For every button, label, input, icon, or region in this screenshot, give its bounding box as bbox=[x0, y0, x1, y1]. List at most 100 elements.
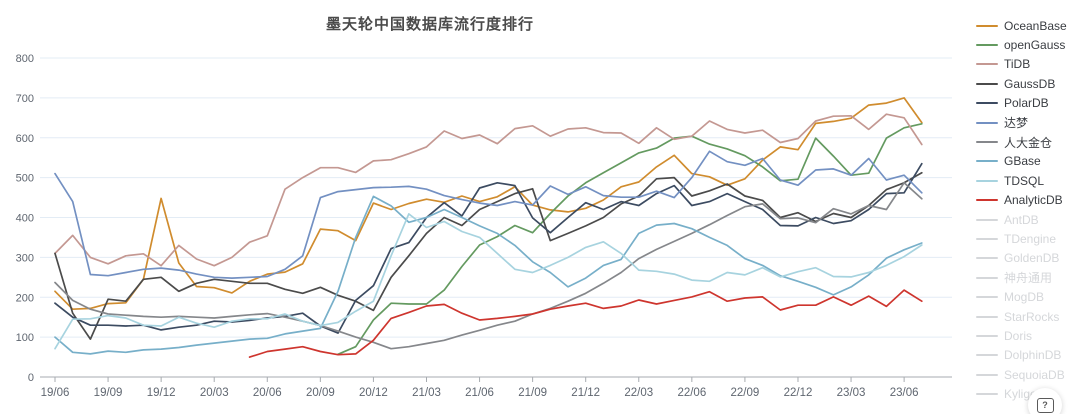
legend-item-StarRocks[interactable]: StarRocks bbox=[976, 307, 1078, 326]
x-tick-label: 23/03 bbox=[837, 387, 866, 399]
legend-label: OceanBase bbox=[1004, 18, 1067, 33]
y-tick-label: 0 bbox=[28, 372, 34, 384]
x-tick-label: 21/06 bbox=[465, 387, 494, 399]
legend-item-AntDB[interactable]: AntDB bbox=[976, 210, 1078, 229]
legend-item-OceanBase[interactable]: OceanBase bbox=[976, 16, 1078, 35]
legend-label: GBase bbox=[1004, 154, 1041, 169]
legend-item-GoldenDB[interactable]: GoldenDB bbox=[976, 249, 1078, 268]
legend-item-TDengine[interactable]: TDengine bbox=[976, 229, 1078, 248]
legend-item-SequoiaDB[interactable]: SequoiaDB bbox=[976, 365, 1078, 384]
legend-item-openGauss[interactable]: openGauss bbox=[976, 35, 1078, 54]
legend-swatch-icon bbox=[976, 218, 998, 221]
x-tick-label: 19/06 bbox=[41, 387, 70, 399]
legend-label: GoldenDB bbox=[1004, 251, 1060, 266]
legend-swatch-icon bbox=[976, 179, 998, 182]
legend-swatch-icon bbox=[976, 24, 998, 27]
legend-item-TiDB[interactable]: TiDB bbox=[976, 55, 1078, 74]
legend-item-Doris[interactable]: Doris bbox=[976, 326, 1078, 345]
x-tick-label: 19/12 bbox=[147, 387, 176, 399]
legend-item-达梦[interactable]: 达梦 bbox=[976, 113, 1078, 132]
legend-swatch-icon bbox=[976, 63, 998, 66]
legend-swatch-icon bbox=[976, 237, 998, 240]
legend-label: GaussDB bbox=[1004, 76, 1056, 91]
legend-swatch-icon bbox=[976, 199, 998, 202]
legend-label: AntDB bbox=[1004, 212, 1039, 227]
legend-item-PolarDB[interactable]: PolarDB bbox=[976, 94, 1078, 113]
legend-swatch-icon bbox=[976, 141, 998, 144]
y-tick-label: 800 bbox=[16, 53, 34, 65]
y-tick-label: 400 bbox=[16, 213, 34, 225]
series-line-TiDB bbox=[54, 113, 923, 267]
legend-swatch-icon bbox=[976, 373, 998, 376]
series-line-GBase bbox=[54, 195, 923, 355]
series-line-达梦 bbox=[54, 150, 923, 279]
legend-label: openGauss bbox=[1004, 38, 1066, 53]
x-tick-label: 22/03 bbox=[624, 387, 653, 399]
legend-item-GaussDB[interactable]: GaussDB bbox=[976, 74, 1078, 93]
legend-item-神舟通用[interactable]: 神舟通用 bbox=[976, 268, 1078, 287]
legend-swatch-icon bbox=[976, 315, 998, 318]
legend-item-Kyligence[interactable]: Kyligence bbox=[976, 384, 1078, 403]
legend-label: DolphinDB bbox=[1004, 348, 1062, 363]
legend-swatch-icon bbox=[976, 82, 998, 85]
x-tick-label: 20/12 bbox=[359, 387, 388, 399]
x-tick-label: 23/06 bbox=[890, 387, 919, 399]
x-tick-label: 19/09 bbox=[94, 387, 123, 399]
x-tick-label: 22/09 bbox=[731, 387, 760, 399]
x-tick-label: 21/12 bbox=[571, 387, 600, 399]
x-tick-label: 22/12 bbox=[784, 387, 813, 399]
legend-item-AnalyticDB[interactable]: AnalyticDB bbox=[976, 191, 1078, 210]
legend-label: AnalyticDB bbox=[1004, 193, 1063, 208]
legend-item-MogDB[interactable]: MogDB bbox=[976, 287, 1078, 306]
legend-swatch-icon bbox=[976, 102, 998, 105]
legend-swatch-icon bbox=[976, 44, 998, 47]
legend-swatch-icon bbox=[976, 121, 998, 124]
legend-label: Doris bbox=[1004, 328, 1033, 343]
legend-label: TDengine bbox=[1004, 231, 1057, 246]
x-tick-label: 21/09 bbox=[518, 387, 547, 399]
legend-label: StarRocks bbox=[1004, 309, 1060, 324]
legend-swatch-icon bbox=[976, 276, 998, 279]
legend-label: 达梦 bbox=[1004, 116, 1029, 131]
y-tick-label: 500 bbox=[16, 173, 34, 185]
legend-item-GBase[interactable]: GBase bbox=[976, 152, 1078, 171]
legend-item-DolphinDB[interactable]: DolphinDB bbox=[976, 346, 1078, 365]
legend-label: 人大金仓 bbox=[1004, 135, 1053, 150]
legend-label: MogDB bbox=[1004, 290, 1045, 305]
x-tick-label: 20/09 bbox=[306, 387, 335, 399]
series-line-TDSQL bbox=[54, 213, 923, 350]
legend-label: TiDB bbox=[1004, 57, 1031, 72]
help-button[interactable]: ? bbox=[1028, 388, 1062, 414]
legend-label: TDSQL bbox=[1004, 173, 1045, 188]
y-tick-label: 100 bbox=[16, 332, 34, 344]
legend-swatch-icon bbox=[976, 257, 998, 260]
x-tick-label: 21/03 bbox=[412, 387, 441, 399]
legend-swatch-icon bbox=[976, 354, 998, 357]
legend-swatch-icon bbox=[976, 296, 998, 299]
legend-label: 神舟通用 bbox=[1004, 271, 1053, 286]
chart-legend: OceanBase openGauss TiDB GaussDB PolarDB 达梦人大… bbox=[976, 16, 1078, 404]
series-line-GaussDB bbox=[54, 171, 923, 340]
series-line-人大金仓 bbox=[54, 181, 923, 350]
y-tick-label: 200 bbox=[16, 292, 34, 304]
legend-item-TDSQL[interactable]: TDSQL bbox=[976, 171, 1078, 190]
y-tick-label: 600 bbox=[16, 133, 34, 145]
chart-title: 墨天轮中国数据库流行度排行 bbox=[325, 16, 534, 33]
x-tick-label: 22/06 bbox=[677, 387, 706, 399]
legend-label: PolarDB bbox=[1004, 96, 1049, 111]
y-tick-label: 300 bbox=[16, 252, 34, 264]
y-tick-label: 700 bbox=[16, 93, 34, 105]
legend-swatch-icon bbox=[976, 393, 998, 396]
legend-swatch-icon bbox=[976, 334, 998, 337]
legend-item-人大金仓[interactable]: 人大金仓 bbox=[976, 132, 1078, 151]
legend-label: SequoiaDB bbox=[1004, 367, 1065, 382]
x-tick-label: 20/06 bbox=[253, 387, 282, 399]
series-line-OceanBase bbox=[54, 97, 923, 311]
x-tick-label: 20/03 bbox=[200, 387, 229, 399]
series-line-openGauss bbox=[337, 122, 923, 356]
legend-swatch-icon bbox=[976, 160, 998, 163]
help-icon: ? bbox=[1036, 397, 1054, 413]
series-line-AnalyticDB bbox=[248, 289, 923, 358]
